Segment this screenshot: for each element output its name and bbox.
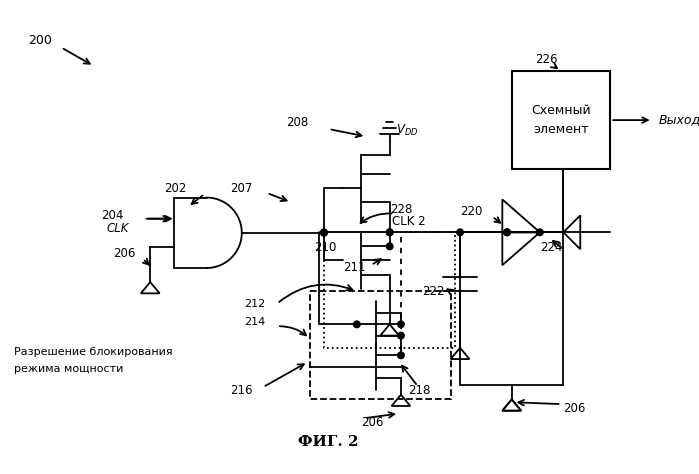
Text: 200: 200	[28, 34, 52, 47]
Text: 220: 220	[460, 205, 482, 218]
Circle shape	[398, 332, 404, 339]
Circle shape	[321, 229, 327, 236]
Circle shape	[387, 229, 393, 236]
Bar	[310, 292, 451, 400]
Bar	[460, 232, 563, 385]
Circle shape	[504, 229, 510, 236]
Text: ФИГ. 2: ФИГ. 2	[298, 435, 359, 449]
Text: Разрешение блокирования: Разрешение блокирования	[14, 347, 173, 357]
Text: режима мощности: режима мощности	[14, 365, 124, 374]
Text: 206: 206	[361, 416, 384, 429]
Text: 212: 212	[244, 299, 266, 309]
Circle shape	[456, 229, 463, 236]
Text: CLK 2: CLK 2	[392, 215, 426, 228]
Text: 206: 206	[113, 247, 135, 260]
Text: 211: 211	[343, 262, 365, 274]
Circle shape	[537, 229, 543, 236]
Text: CLK: CLK	[106, 222, 129, 235]
Text: 204: 204	[101, 209, 124, 222]
Bar	[324, 232, 455, 348]
Text: 207: 207	[230, 182, 252, 195]
Text: 226: 226	[535, 53, 558, 66]
Text: 202: 202	[164, 182, 187, 195]
Text: 218: 218	[408, 383, 431, 397]
Bar	[512, 71, 610, 169]
Text: $V_{DD}$: $V_{DD}$	[396, 122, 419, 137]
Circle shape	[387, 243, 393, 250]
Text: 216: 216	[230, 383, 252, 397]
Text: элемент: элемент	[533, 123, 589, 136]
Text: 208: 208	[287, 116, 309, 129]
Circle shape	[398, 321, 404, 328]
Circle shape	[398, 352, 404, 359]
Circle shape	[354, 321, 360, 328]
Text: Выход: Выход	[659, 114, 699, 127]
Text: 206: 206	[563, 402, 586, 415]
Circle shape	[321, 229, 327, 236]
Text: 224: 224	[540, 241, 563, 254]
Text: 228: 228	[389, 203, 412, 216]
Text: Схемный: Схемный	[531, 104, 591, 117]
Circle shape	[387, 229, 393, 236]
Text: 210: 210	[315, 241, 337, 254]
Text: 214: 214	[244, 318, 266, 328]
Text: 222: 222	[422, 285, 445, 298]
Circle shape	[504, 229, 510, 236]
